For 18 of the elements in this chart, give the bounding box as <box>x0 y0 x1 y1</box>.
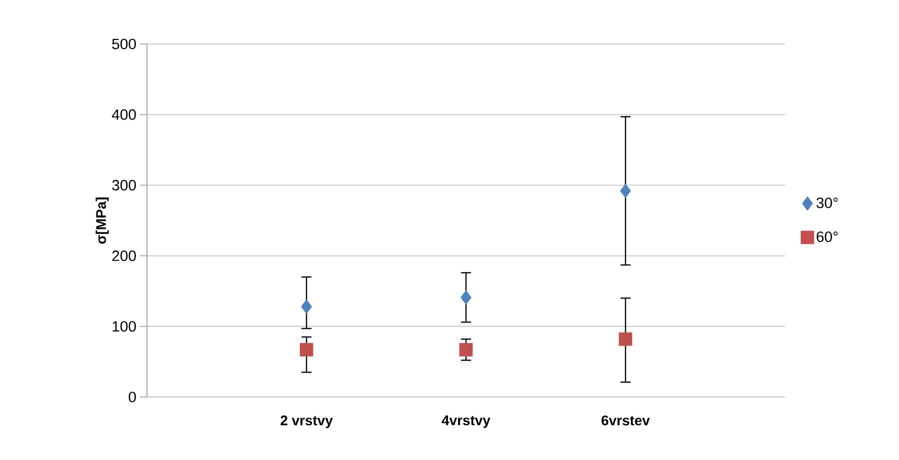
point <box>301 299 312 314</box>
legend-label: 60° <box>816 231 838 242</box>
point <box>459 342 473 356</box>
point <box>300 342 314 356</box>
point <box>620 184 631 198</box>
y-tick-label: 400 <box>112 109 136 120</box>
x-tick-label: 6vrstev <box>602 415 650 426</box>
x-tick-label: 2 vrstvy <box>280 415 333 428</box>
legend-label: 30° <box>816 198 838 208</box>
y-axis-title: σ[MPa] <box>96 198 109 244</box>
y-tick-label: 300 <box>112 180 136 190</box>
x-tick-label: 4vrstvy <box>442 416 490 428</box>
point <box>460 290 472 305</box>
y-tick-label: 100 <box>112 321 136 332</box>
point <box>618 332 632 346</box>
y-tick-label: 500 <box>112 38 136 50</box>
y-tick-label: 200 <box>112 250 136 262</box>
y-tick-label: 0 <box>128 392 136 402</box>
